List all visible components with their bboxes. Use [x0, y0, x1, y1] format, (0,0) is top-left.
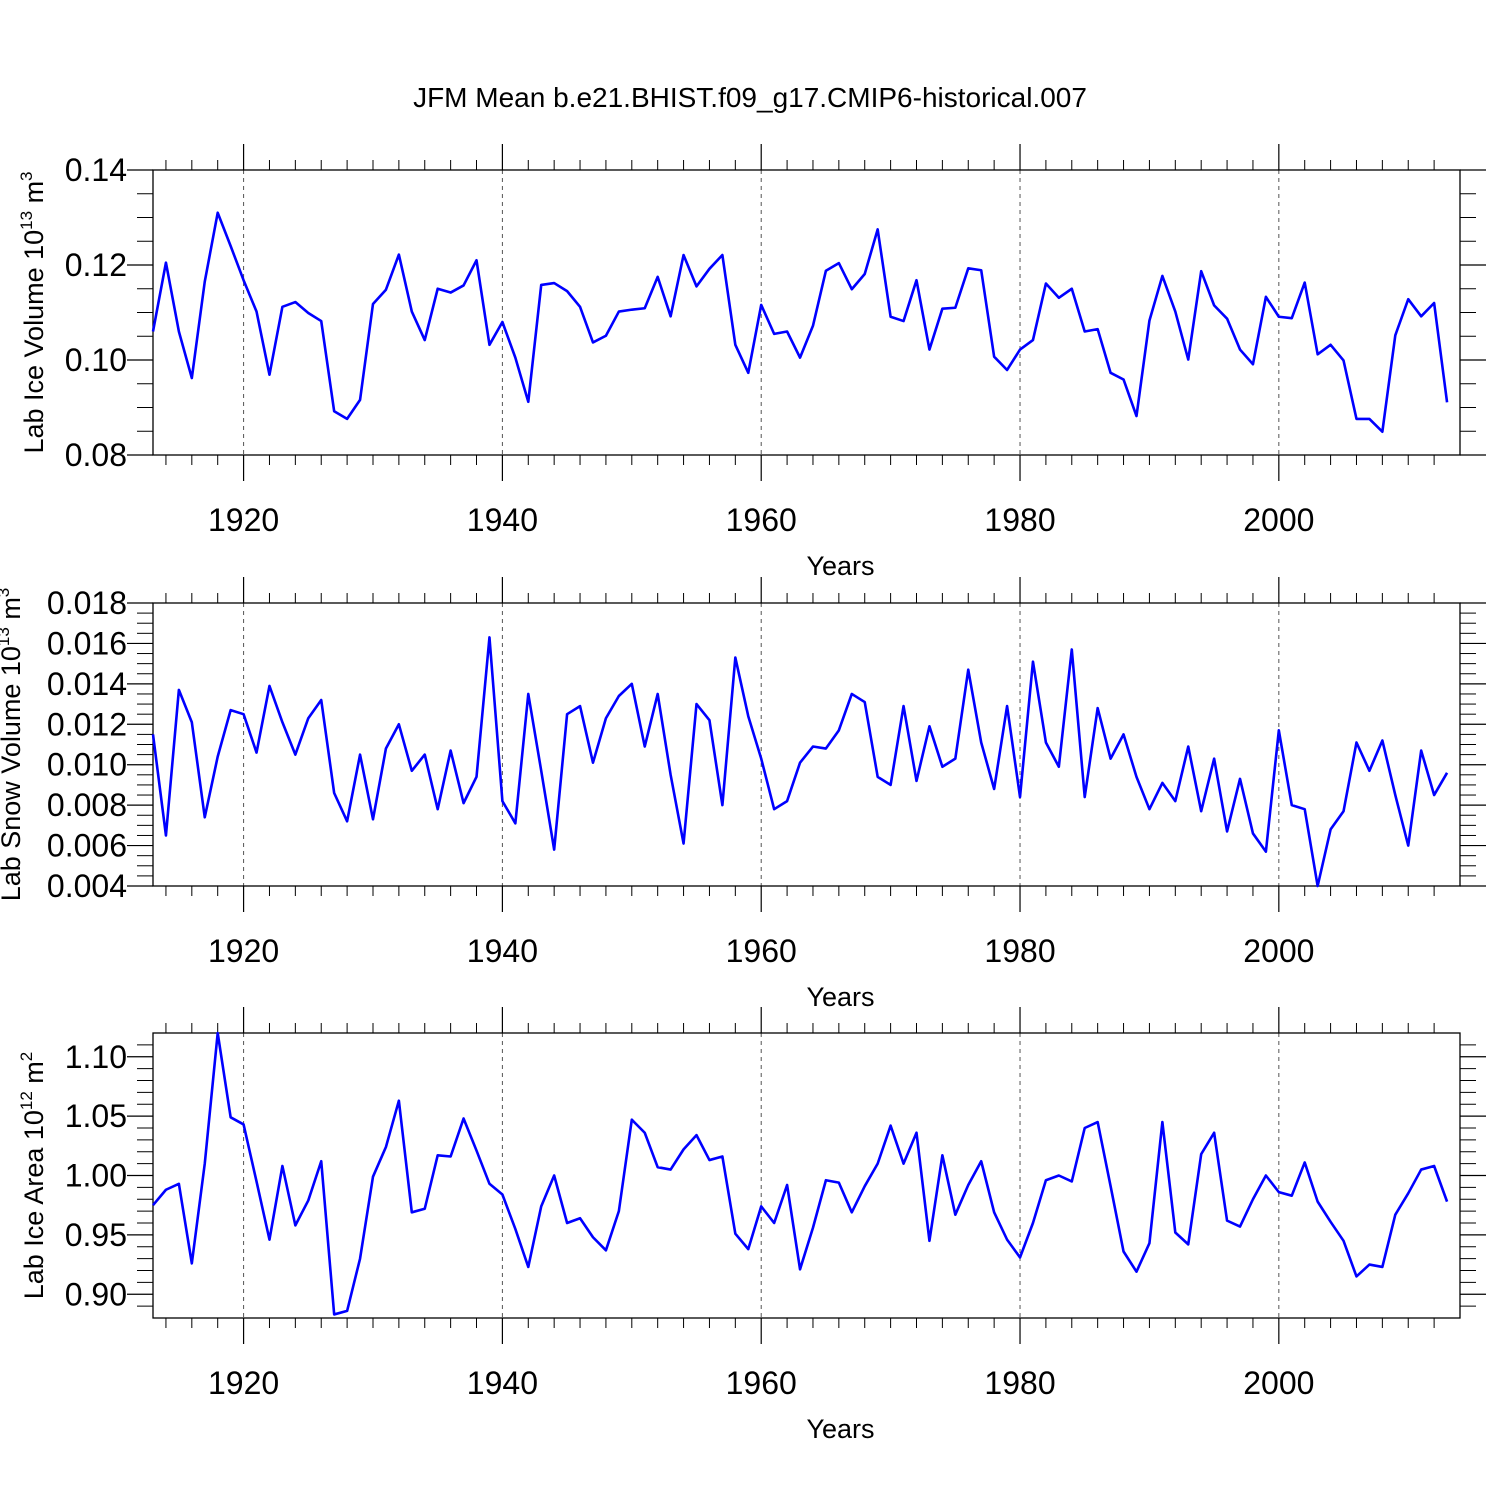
y-tick-label: 0.012 [47, 706, 127, 742]
y-label-unit: m [19, 181, 49, 211]
x-axis-label: Years [806, 1414, 874, 1444]
y-label-unit: m [19, 1061, 49, 1091]
x-tick-label: 1960 [726, 933, 797, 969]
y-axis-label: Lab Ice Area 1012 m2 [17, 1052, 49, 1300]
chart-title: JFM Mean b.e21.BHIST.f09_g17.CMIP6-histo… [413, 82, 1087, 113]
x-tick-label: 1920 [208, 1365, 279, 1401]
y-label-unit-exponent: 3 [0, 588, 13, 597]
y-label-unit: m [0, 597, 26, 627]
y-tick-label: 1.10 [65, 1039, 127, 1075]
plot-frame [152, 1032, 1461, 1319]
x-tick-label: 2000 [1243, 502, 1314, 538]
x-tick-label: 1980 [984, 1365, 1055, 1401]
y-tick-label: 0.010 [47, 747, 127, 783]
series-line [151, 636, 1449, 888]
panels: 1920 1940 1960 1980 2000 0.08 0.10 0.12 0.14 Year… [0, 144, 1486, 1444]
x-tick-label: 1920 [208, 502, 279, 538]
x-tick-label: 2000 [1243, 1365, 1314, 1401]
y-label-exponent: 12 [17, 1091, 36, 1110]
chart-panel-2: 1920 1940 1960 1980 2000 0.004 0.006 0.008 0.010… [0, 577, 1486, 1012]
y-tick-label: 0.12 [65, 247, 127, 283]
x-tick-label: 2000 [1243, 933, 1314, 969]
y-label-unit-exponent: 3 [17, 171, 36, 180]
x-tick-label: 1960 [726, 1365, 797, 1401]
x-tick-label: 1980 [984, 933, 1055, 969]
y-tick-label: 1.00 [65, 1158, 127, 1194]
x-tick-label: 1940 [467, 933, 538, 969]
y-tick-label: 0.016 [47, 625, 127, 661]
y-tick-label: 0.018 [47, 585, 127, 621]
y-label-exponent: 13 [0, 627, 13, 646]
x-tick-label: 1960 [726, 502, 797, 538]
y-tick-label: 0.006 [47, 828, 127, 864]
y-label-exponent: 13 [17, 211, 36, 230]
x-axis-label: Years [806, 982, 874, 1012]
x-tick-label: 1920 [208, 933, 279, 969]
y-tick-label: 0.14 [65, 152, 127, 188]
chart-panel-1: 1920 1940 1960 1980 2000 0.08 0.10 0.12 0.14 Year… [17, 144, 1486, 581]
y-label-text: Lab Ice Area 10 [19, 1110, 49, 1299]
y-tick-label: 0.014 [47, 666, 127, 702]
y-label-text: Lab Ice Volume 10 [19, 230, 49, 454]
y-tick-label: 0.90 [65, 1276, 127, 1312]
x-tick-label: 1980 [984, 502, 1055, 538]
series-line [151, 211, 1449, 434]
y-axis-label: Lab Snow Volume 1013 m3 [0, 588, 26, 902]
y-tick-label: 0.004 [47, 868, 127, 904]
x-axis-label: Years [806, 551, 874, 581]
series-line [152, 1031, 1449, 1316]
x-tick-label: 1940 [467, 502, 538, 538]
plot-frame [152, 169, 1461, 456]
plot-frame [152, 602, 1461, 887]
y-tick-label: 0.95 [65, 1217, 127, 1253]
y-tick-label: 0.10 [65, 342, 127, 378]
y-axis-label: Lab Ice Volume 1013 m3 [17, 171, 49, 453]
y-label-unit-exponent: 2 [17, 1052, 36, 1061]
x-tick-label: 1940 [467, 1365, 538, 1401]
y-label-text: Lab Snow Volume 10 [0, 646, 26, 901]
y-tick-label: 0.008 [47, 787, 127, 823]
y-tick-label: 1.05 [65, 1098, 127, 1134]
y-tick-label: 0.08 [65, 437, 127, 473]
chart-panel-3: 1920 1940 1960 1980 2000 0.90 0.95 1.00 1.05 1.10… [17, 1007, 1486, 1444]
